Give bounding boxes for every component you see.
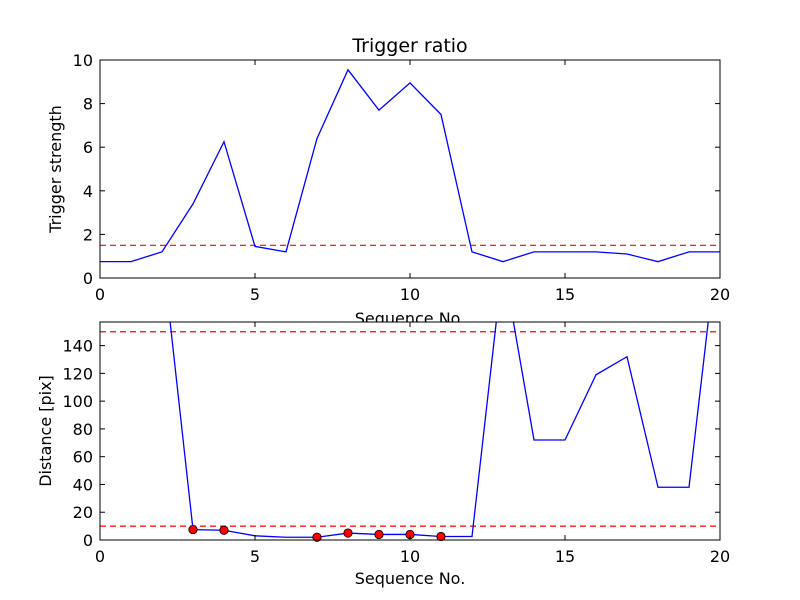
x-tick-label: 10 bbox=[400, 547, 420, 566]
x-tick-label: 20 bbox=[710, 547, 730, 566]
y-tick-label: 0 bbox=[83, 269, 93, 288]
chart-title: Trigger ratio bbox=[351, 35, 467, 57]
data-point-marker bbox=[312, 532, 322, 542]
series-lines bbox=[100, 68, 720, 263]
x-tick-label: 5 bbox=[250, 547, 260, 566]
series-markers bbox=[188, 524, 446, 542]
y-tick-label: 4 bbox=[83, 182, 93, 201]
x-tick-label: 0 bbox=[95, 285, 105, 304]
x-tick-label: 15 bbox=[555, 285, 575, 304]
data-point-marker bbox=[188, 524, 198, 535]
y-tick-label: 10 bbox=[73, 51, 93, 70]
data-point-marker bbox=[343, 528, 353, 538]
y-tick-label: 6 bbox=[83, 138, 93, 157]
y-tick-label: 100 bbox=[62, 392, 93, 411]
y-tick-label: 40 bbox=[73, 475, 93, 494]
x-tick-label: 10 bbox=[400, 285, 420, 304]
axis-ticks: 0 5 10 15 20 0 2 4 6 8 10 bbox=[73, 51, 731, 304]
y-tick-label: 0 bbox=[83, 531, 93, 550]
plot-background bbox=[100, 322, 720, 540]
y-tick-label: 140 bbox=[62, 337, 93, 356]
y-axis-label: Distance [pix] bbox=[36, 375, 55, 487]
y-tick-label: 2 bbox=[83, 225, 93, 244]
x-tick-label: 5 bbox=[250, 285, 260, 304]
data-point-marker bbox=[219, 525, 229, 535]
reference-lines bbox=[100, 331, 720, 527]
y-tick-label: 8 bbox=[83, 95, 93, 114]
x-tick-label: 0 bbox=[95, 547, 105, 566]
x-axis-label: Sequence No. bbox=[355, 569, 466, 588]
data-point-marker bbox=[374, 529, 384, 540]
x-tick-label: 15 bbox=[555, 547, 575, 566]
x-tick-label: 20 bbox=[710, 285, 730, 304]
y-tick-label: 80 bbox=[73, 420, 93, 439]
y-tick-label: 60 bbox=[73, 448, 93, 467]
y-tick-label: 120 bbox=[62, 364, 93, 383]
axis-ticks: 0 5 10 15 20 0 20 40 60 80 100 120 140 bbox=[62, 322, 730, 566]
y-axis-label: Trigger strength bbox=[46, 105, 65, 234]
series-line-0 bbox=[100, 68, 720, 263]
data-point-marker bbox=[436, 531, 446, 542]
y-tick-label: 20 bbox=[73, 503, 93, 522]
